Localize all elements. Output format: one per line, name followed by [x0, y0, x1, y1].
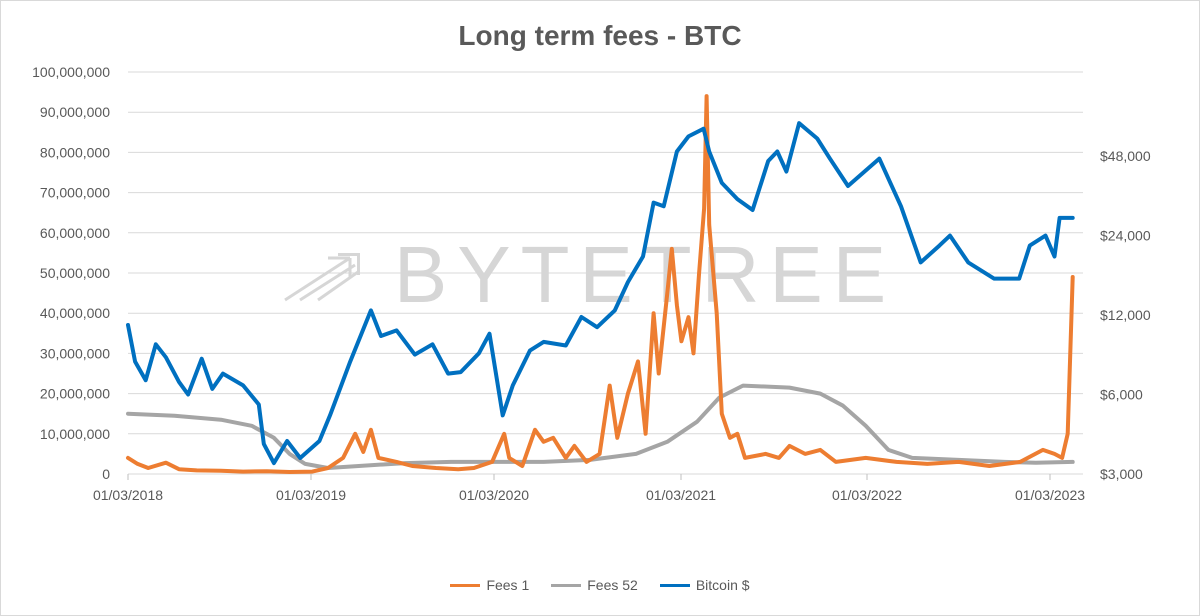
legend-swatch [659, 583, 690, 587]
legend-label: Fees 52 [587, 577, 638, 593]
y-left-tick-label: 80,000,000 [40, 144, 110, 160]
y-left-tick-label: 100,000,000 [32, 64, 110, 80]
x-tick-label: 01/03/2020 [459, 487, 529, 503]
x-tick-label: 01/03/2018 [93, 487, 163, 503]
legend-swatch [551, 583, 582, 587]
legend-item: Bitcoin $ [659, 577, 750, 593]
gridlines [128, 71, 1083, 475]
chart-title: Long term fees - BTC [458, 20, 742, 51]
y-left-tick-label: 90,000,000 [40, 104, 110, 120]
legend-swatch [450, 583, 481, 587]
legend-label: Fees 1 [486, 577, 530, 593]
y-right-tick-label: $48,000 [1100, 148, 1151, 164]
y-axis-right: $3,000 $6,000 $12,000 $24,000 $48,000 [1100, 148, 1151, 482]
y-left-tick-label: 30,000,000 [40, 345, 110, 361]
y-right-tick-label: $12,000 [1100, 307, 1151, 323]
y-axis-left: 0 10,000,000 20,000,000 30,000,000 40,000,00… [32, 64, 110, 482]
y-right-tick-label: $3,000 [1100, 466, 1143, 482]
y-left-tick-label: 40,000,000 [40, 305, 110, 321]
y-right-tick-label: $24,000 [1100, 228, 1151, 244]
x-tick-label: 01/03/2019 [276, 487, 346, 503]
x-axis: 01/03/2018 01/03/2019 01/03/2020 01/03/2021… [93, 474, 1085, 503]
series-lines [126, 94, 1075, 474]
legend-item: Fees 52 [551, 577, 638, 593]
y-left-tick-label: 70,000,000 [40, 185, 110, 201]
y-left-tick-label: 60,000,000 [40, 225, 110, 241]
y-left-tick-label: 10,000,000 [40, 426, 110, 442]
watermark-logo [284, 253, 360, 302]
watermark-text: BYTETREE [394, 230, 896, 319]
y-left-tick-label: 20,000,000 [40, 386, 110, 402]
y-left-tick-label: 50,000,000 [40, 265, 110, 281]
series-line-bitcoin [126, 121, 1075, 466]
y-left-tick-label: 0 [102, 466, 110, 482]
series-line-fees-1 [126, 94, 1075, 474]
x-tick-label: 01/03/2023 [1015, 487, 1085, 503]
legend-label: Bitcoin $ [695, 577, 750, 593]
legend: Fees 1 Fees 52 Bitcoin $ [0, 577, 1200, 593]
legend-item: Fees 1 [450, 577, 529, 593]
x-tick-label: 01/03/2021 [646, 487, 716, 503]
x-tick-label: 01/03/2022 [832, 487, 902, 503]
y-right-tick-label: $6,000 [1100, 387, 1143, 403]
